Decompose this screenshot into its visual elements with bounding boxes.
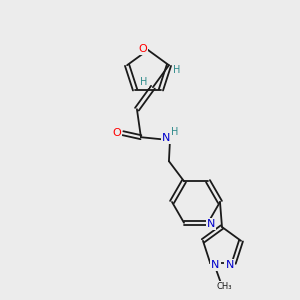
Text: H: H (140, 77, 148, 87)
Text: O: O (139, 44, 147, 54)
Text: N: N (226, 260, 234, 270)
Text: N: N (207, 219, 215, 229)
Text: H: H (171, 127, 178, 137)
Text: CH₃: CH₃ (217, 282, 232, 291)
Text: H: H (173, 65, 181, 75)
Text: O: O (112, 128, 121, 138)
Text: N: N (162, 133, 170, 143)
Text: N: N (211, 260, 219, 270)
